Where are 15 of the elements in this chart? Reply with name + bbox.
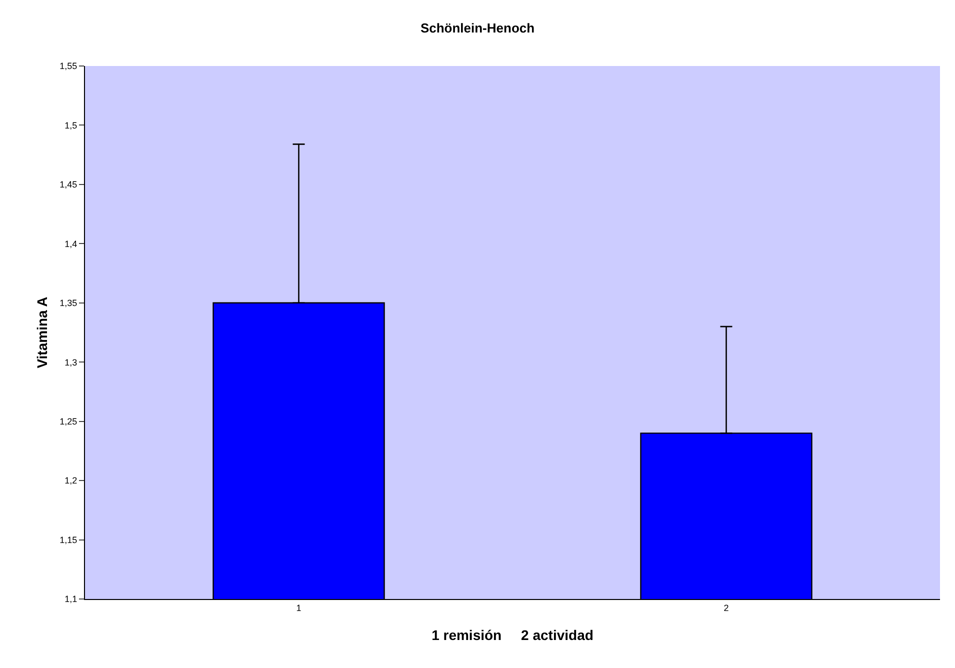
- y-tick-label: 1,5: [64, 120, 78, 130]
- y-tick-label: 1,25: [60, 416, 78, 426]
- x-axis-title: 1 remisión 2 actividad: [432, 627, 594, 644]
- y-tick-label: 1,45: [60, 180, 78, 190]
- y-tick-label: 1,15: [60, 534, 78, 545]
- chart-title: Schönlein-Henoch: [420, 20, 535, 36]
- y-tick-label: 1,3: [64, 357, 78, 368]
- x-tick-label: 1: [296, 602, 302, 613]
- x-tick-label: 2: [724, 602, 729, 613]
- y-tick-label: 1,55: [60, 61, 78, 72]
- y-tick-label: 1,4: [64, 238, 78, 249]
- y-tick-label: 1,35: [60, 298, 78, 308]
- y-tick-label: 1,2: [64, 476, 78, 486]
- y-tick-label: 1,1: [64, 594, 78, 604]
- y-axis-title: Vitamina A: [34, 296, 50, 368]
